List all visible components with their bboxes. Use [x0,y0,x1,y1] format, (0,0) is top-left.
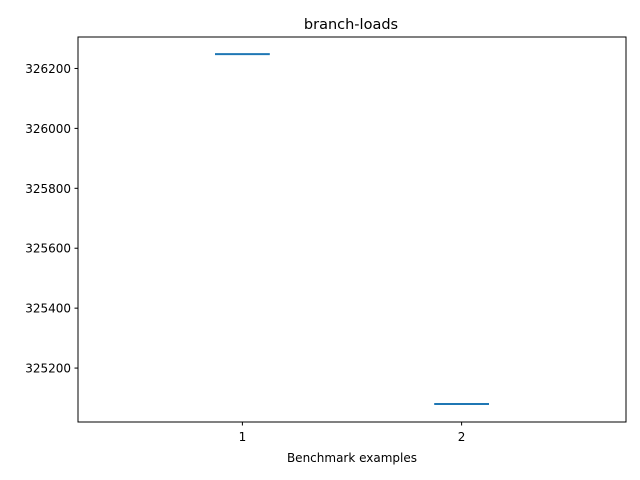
plot-area [77,36,627,423]
y-tick-label: 325400 [25,302,71,316]
x-tick-label: 2 [458,430,466,444]
x-axis-label: Benchmark examples [287,451,417,465]
data-marks [215,53,489,406]
x-tick-label: 1 [239,430,247,444]
y-tick-label: 325200 [25,362,71,376]
y-tick-label: 325800 [25,182,71,196]
chart-title: branch-loads [304,17,398,33]
y-tick-label: 326200 [25,62,71,76]
y-tick-label: 326000 [25,122,71,136]
y-tick-label: 325600 [25,242,71,256]
y-axis: 325200 325400 325600 325800 326000 326200 [25,62,78,376]
